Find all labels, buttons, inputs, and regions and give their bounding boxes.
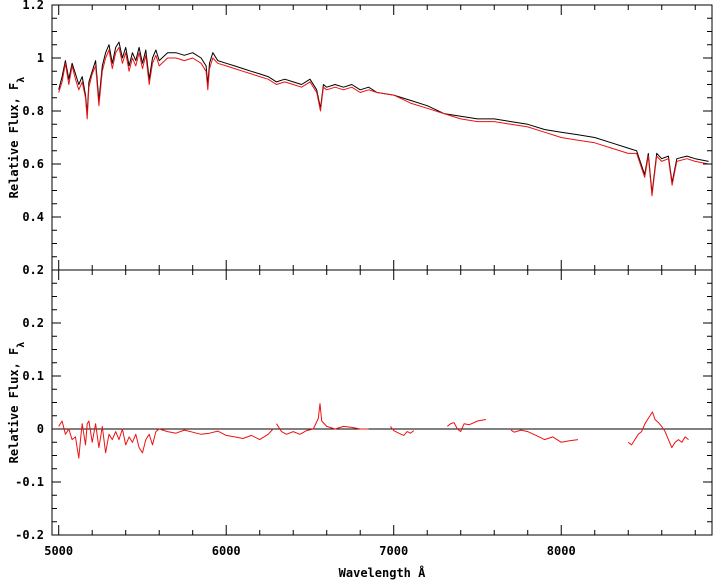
y-tick-label: 0.2 <box>22 316 44 330</box>
y-tick-label: -0.2 <box>15 528 44 542</box>
bottom-y-axis-label-sub: λ <box>16 342 27 348</box>
bottom-series-line-0-5 <box>627 411 689 449</box>
y-tick-label: 0.1 <box>22 369 44 383</box>
bottom-ticks: -0.2 -0.1 0 0.1 0.2 5000 6000 7000 8000 <box>15 269 712 558</box>
top-ticks: 0.2 0.4 0.6 0.8 1 1.2 <box>22 0 712 277</box>
x-tick-label: 8000 <box>547 544 576 558</box>
x-tick-label: 6000 <box>212 544 241 558</box>
bottom-y-axis-label: Relative Flux, Fλ <box>7 342 27 464</box>
x-tick-label: 7000 <box>379 544 408 558</box>
bottom-series-group <box>58 403 689 459</box>
bottom-series-line-0-2 <box>390 426 415 436</box>
top-y-axis-label-main: Relative Flux, F <box>7 83 21 199</box>
bottom-series-line-0-4 <box>510 429 579 443</box>
y-tick-label: 1.2 <box>22 0 44 12</box>
top-y-axis-label: Relative Flux, Fλ <box>7 77 27 199</box>
top-panel: 0.2 0.4 0.6 0.8 1 1.2 Relative Flux, Fλ <box>7 0 713 277</box>
y-tick-label: 0.8 <box>22 104 44 118</box>
x-axis-label: Wavelength Å <box>339 565 426 580</box>
x-tick-label: 5000 <box>44 544 73 558</box>
top-series-line-0-0 <box>58 41 709 194</box>
y-tick-label: 0.2 <box>22 263 44 277</box>
bottom-plot-frame <box>51 269 713 536</box>
top-y-axis-label-sub: λ <box>16 77 27 83</box>
top-plot-frame <box>51 4 713 271</box>
y-tick-label: 1 <box>37 51 44 65</box>
y-tick-label: 0.4 <box>22 210 44 224</box>
top-series-group <box>58 41 709 197</box>
bottom-y-axis-label-main: Relative Flux, F <box>7 348 21 464</box>
bottom-series-line-0-1 <box>276 403 369 435</box>
top-series-line-1-0 <box>58 46 709 197</box>
y-tick-label: 0.6 <box>22 157 44 171</box>
bottom-series-line-0-0 <box>58 420 274 459</box>
bottom-panel: -0.2 -0.1 0 0.1 0.2 5000 6000 7000 8000 Relative… <box>7 269 713 580</box>
y-tick-label: 0 <box>37 422 44 436</box>
y-tick-label: -0.1 <box>15 475 44 489</box>
bottom-series-line-0-3 <box>446 419 486 433</box>
